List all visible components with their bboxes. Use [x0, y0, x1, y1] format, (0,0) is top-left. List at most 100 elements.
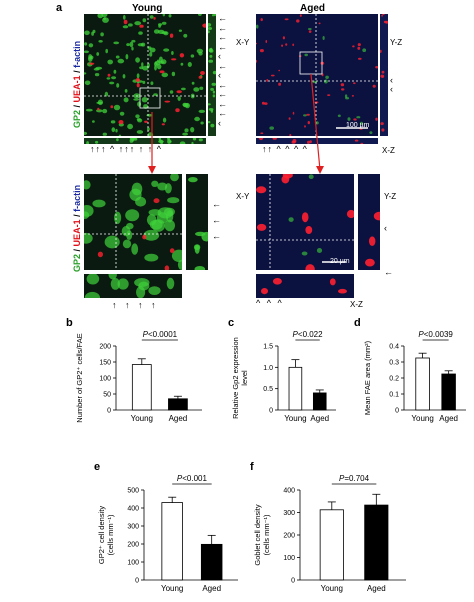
fluorescence-signal: [153, 198, 160, 204]
fluorescence-signal: [97, 251, 103, 258]
fluorescence-signal: [149, 15, 154, 19]
fluorescence-signal: [102, 108, 108, 114]
fluorescence-signal: [153, 93, 158, 96]
chart-c: c 0 0.5 1.0 1.5 Relative Gp2 expression level Y…: [228, 317, 336, 423]
chart-d: d 0 0.1 0.2 0.3 0.4 Mean FAE area (mm²) Young Ag…: [354, 317, 466, 423]
fluorescence-signal: [96, 52, 100, 56]
fluorescence-signal: [97, 14, 104, 19]
category-label: Young: [284, 414, 306, 423]
aged-zoom-bottom-marks: ^ ^ ^: [256, 298, 284, 308]
fluorescence-signal: [208, 23, 212, 27]
y-axis-label: (cells mm⁻¹): [262, 514, 271, 556]
fluorescence-signal: [97, 107, 100, 111]
fluorescence-signal: [169, 33, 174, 38]
fluorescence-signal: [104, 235, 120, 249]
fluorescence-signal: [118, 120, 124, 125]
fluorescence-signal: [183, 33, 188, 38]
bar-aged: [168, 398, 188, 411]
young-bottom-arrows-top: ↑↑↑ ^ ↑↑↑ ↑ ↑ ^: [90, 144, 162, 154]
y-axis-label: Relative Gp2 expression: [231, 337, 240, 419]
aged-zoom-yz: [358, 174, 380, 270]
fluorescence-signal: [181, 87, 186, 91]
fluorescence-signal: [84, 291, 101, 298]
fluorescence-signal: [136, 118, 142, 121]
y-tick-label: 100: [283, 555, 295, 562]
fluorescence-signal: [84, 80, 91, 86]
fluorescence-signal: [123, 19, 128, 25]
fluorescence-signal: [209, 54, 213, 58]
fluorescence-signal: [256, 223, 267, 231]
fluorescence-signal: [171, 51, 174, 55]
fluorescence-signal: [142, 18, 147, 23]
fluorescence-signal: [292, 43, 295, 47]
fluorescence-signal: [380, 122, 384, 126]
fluorescence-signal: [372, 84, 376, 88]
fluorescence-signal: [111, 76, 117, 80]
fluorescence-signal: [97, 99, 103, 106]
fluorescence-signal: [208, 30, 210, 34]
fluorescence-signal: [211, 14, 215, 17]
young-title: Young: [132, 3, 163, 14]
y-tick-label: 300: [127, 524, 139, 531]
fluorescence-signal: [113, 69, 117, 74]
fluorescence-signal: [308, 30, 312, 33]
fluorescence-signal: [88, 62, 95, 65]
fluorescence-signal: [188, 177, 198, 183]
fluorescence-signal: [150, 81, 154, 85]
y-tick-label: 1.0: [263, 365, 273, 372]
fluorescence-signal: [91, 31, 94, 36]
fluorescence-signal: [195, 231, 206, 237]
y-axis-label: GP2⁺ cell density: [97, 506, 106, 564]
fluorescence-signal: [110, 120, 116, 124]
fluorescence-signal: [136, 73, 140, 79]
fluorescence-signal: [212, 90, 216, 94]
category-label: Aged: [367, 584, 386, 593]
fluorescence-signal: [346, 209, 354, 219]
fluorescence-signal: [265, 40, 268, 43]
bar-aged: [312, 392, 327, 411]
fluorescence-signal: [149, 47, 156, 53]
fluorescence-signal: [177, 259, 182, 270]
fluorescence-signal: [117, 58, 125, 64]
panel-letter: b: [66, 317, 73, 329]
fluorescence-signal: [375, 117, 378, 121]
fluorescence-signal: [107, 59, 113, 65]
y-tick-label: 400: [127, 506, 139, 513]
young-xz-strip: [84, 138, 206, 144]
fluorescence-signal: [198, 138, 203, 142]
fluorescence-signal: [202, 23, 206, 28]
fluorescence-signal: [307, 140, 310, 144]
category-label: Aged: [202, 584, 221, 593]
fluorescence-signal: [306, 113, 310, 116]
fluorescence-signal: [176, 90, 182, 94]
fluorescence-signal: [139, 24, 144, 28]
fluorescence-signal: [86, 141, 89, 144]
fluorescence-signal: [198, 109, 206, 113]
fluorescence-signal: [200, 121, 204, 125]
y-tick-label: 500: [127, 488, 139, 495]
fluorescence-signal: [182, 132, 188, 136]
category-label: Aged: [439, 414, 458, 423]
fluorescence-signal: [272, 138, 277, 140]
fluorescence-signal: [122, 74, 126, 79]
panel-letter: f: [250, 461, 254, 473]
fluorescence-signal: [138, 31, 143, 35]
fluorescence-signal: [110, 278, 121, 290]
fluorescence-signal: [131, 139, 135, 142]
fluorescence-signal: [190, 54, 195, 58]
fluorescence-signal: [353, 82, 356, 85]
fluorescence-signal: [168, 14, 172, 18]
fluorescence-signal: [380, 49, 382, 53]
fluorescence-signal: [109, 81, 115, 85]
fluorescence-signal: [200, 71, 205, 75]
fluorescence-signal: [131, 243, 139, 255]
fluorescence-signal: [126, 222, 134, 230]
fluorescence-signal: [84, 30, 90, 36]
fluorescence-signal: [84, 211, 90, 219]
panel-letter: d: [354, 317, 361, 329]
fluorescence-signal: [191, 141, 194, 144]
y-tick-label: 100: [99, 376, 111, 383]
fluorescence-signal: [381, 76, 384, 78]
fluorescence-signal: [134, 278, 150, 287]
y-tick-label: 0: [291, 578, 295, 585]
